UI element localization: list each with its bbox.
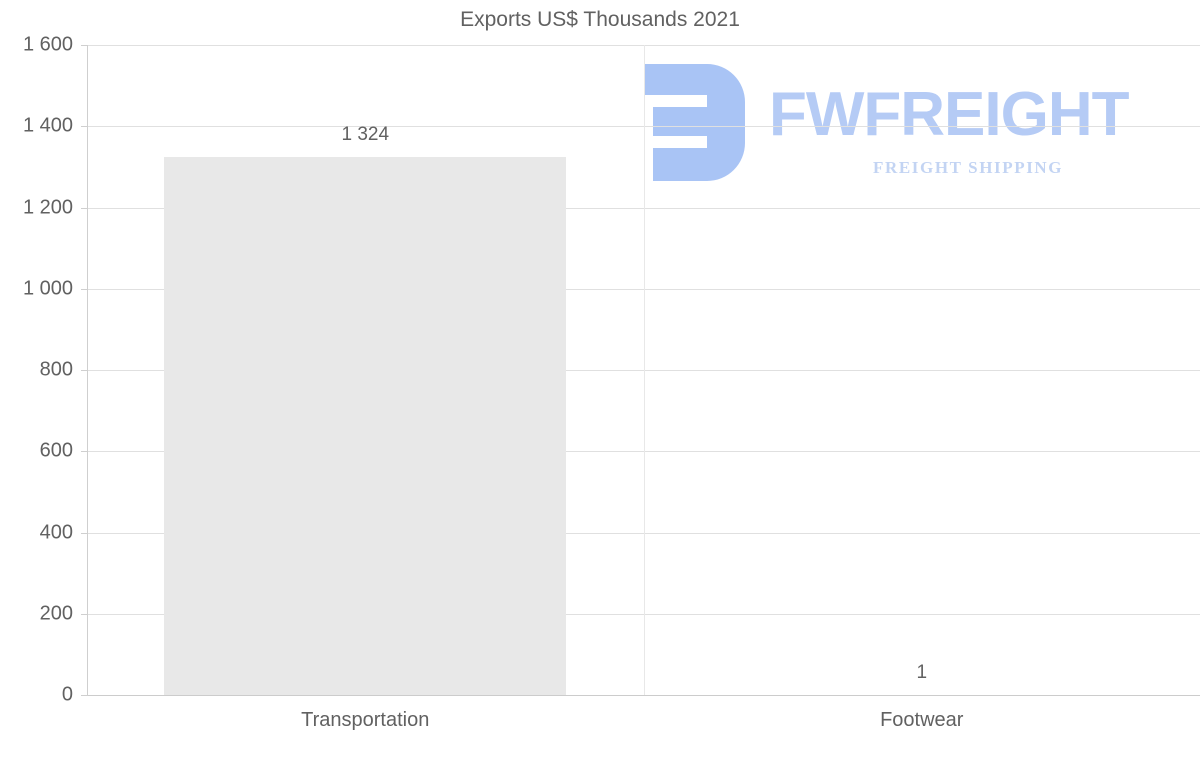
y-axis-tick-label: 800 xyxy=(39,358,73,381)
x-axis-tick-label: Transportation xyxy=(301,709,430,731)
gridline xyxy=(87,126,1200,127)
y-axis-tick-label: 1 200 xyxy=(22,196,73,218)
y-axis-tick-mark xyxy=(81,695,87,696)
y-axis-tick-label: 0 xyxy=(61,683,73,706)
y-axis-tick-mark xyxy=(81,126,87,127)
gridline xyxy=(87,289,1200,290)
y-axis-tick-label: 1 000 xyxy=(22,277,73,300)
y-axis-tick-mark xyxy=(81,451,87,452)
chart-title: Exports US$ Thousands 2021 xyxy=(460,8,740,31)
bar-value-label: 1 324 xyxy=(341,124,390,146)
gridline xyxy=(87,208,1200,209)
y-axis-tick-label: 200 xyxy=(39,602,73,625)
bar-value-label: 1 xyxy=(916,661,928,683)
y-axis-tick-mark xyxy=(81,370,87,371)
category-divider xyxy=(644,45,645,695)
y-axis-tick-mark xyxy=(81,45,87,46)
y-axis-tick-label: 1 400 xyxy=(22,114,73,137)
gridline xyxy=(87,695,1200,696)
x-axis-tick-label: Footwear xyxy=(880,709,964,731)
y-axis-tick-mark xyxy=(81,289,87,290)
y-axis-tick-mark xyxy=(81,614,87,615)
bar-transportation[interactable] xyxy=(164,157,566,695)
y-axis-tick-label: 400 xyxy=(39,521,73,543)
gridline xyxy=(87,45,1200,46)
gridline xyxy=(87,614,1200,615)
plot-area xyxy=(87,45,1200,696)
y-axis-line xyxy=(87,45,88,696)
y-axis-tick-label: 600 xyxy=(39,439,73,462)
gridline xyxy=(87,451,1200,452)
gridline xyxy=(87,533,1200,534)
y-axis-tick-mark xyxy=(81,208,87,209)
gridline xyxy=(87,370,1200,371)
y-axis-tick-label: 1 600 xyxy=(22,33,73,56)
y-axis-tick-mark xyxy=(81,533,87,534)
